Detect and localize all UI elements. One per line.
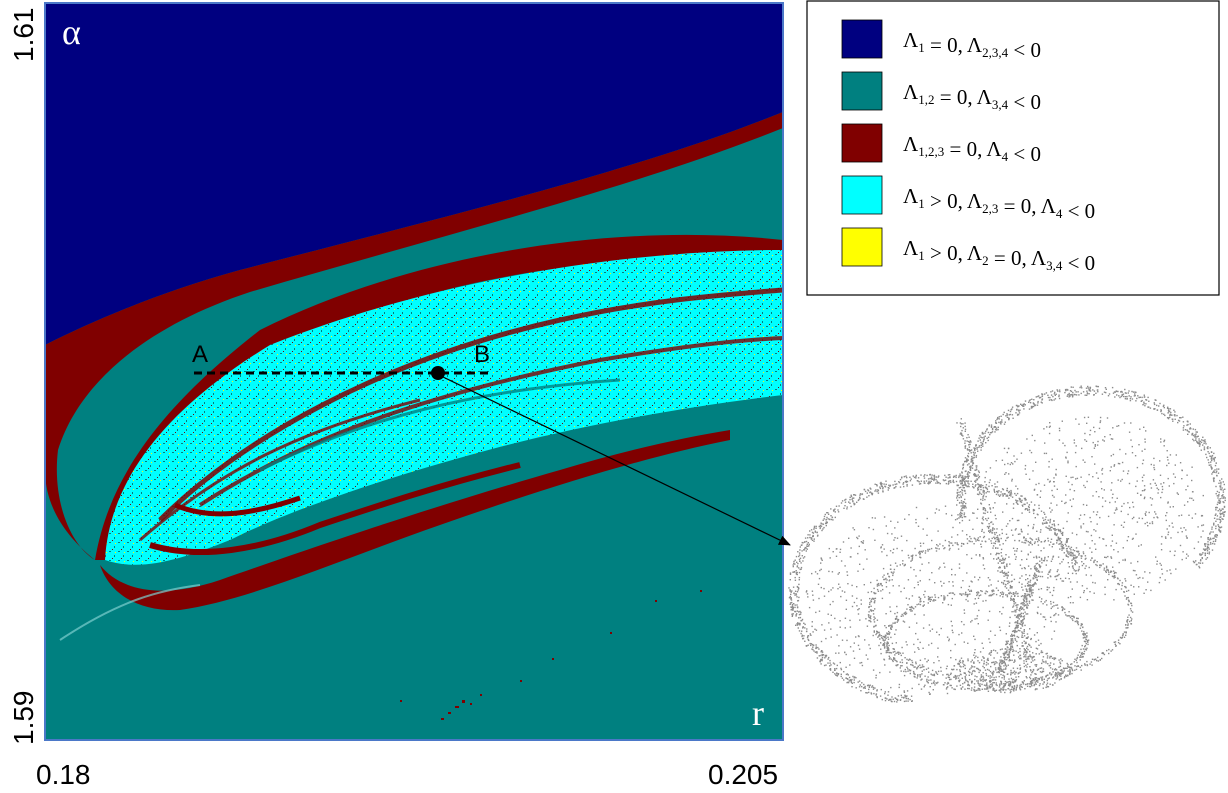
y-axis-symbol: α (62, 12, 81, 52)
x-max-label: 0.205 (708, 759, 778, 790)
point-b-label: B (474, 341, 490, 368)
legend-label-1: Λ1 = 0, Λ2,3,4 < 0 (903, 28, 1041, 62)
point-a-label: A (192, 341, 208, 368)
legend-label-4: Λ1 > 0, Λ2,3 = 0, Λ4 < 0 (903, 184, 1095, 223)
attractor-pointer-arrow (440, 375, 791, 546)
legend-label-2: Λ1,2 = 0, Λ3,4 < 0 (903, 80, 1041, 114)
lower-red-scatter (400, 590, 702, 720)
plot-frame (44, 2, 784, 741)
y-min-label: 1.59 (8, 691, 39, 746)
legend-swatch-1 (841, 19, 883, 59)
lower-dark-red-lobes (100, 430, 730, 611)
legend-swatch-4 (841, 175, 883, 215)
x-min-label: 0.18 (36, 759, 91, 790)
attractor-point-cloud (788, 385, 1226, 703)
legend-label-3: Λ1,2,3 = 0, Λ4 < 0 (903, 132, 1041, 166)
y-max-label: 1.61 (8, 8, 39, 63)
legend-swatch-5 (841, 227, 883, 267)
x-axis-symbol: r (752, 693, 764, 733)
legend-swatch-2 (841, 71, 883, 111)
selected-point-marker (431, 366, 445, 380)
legend: Λ1 = 0, Λ2,3,4 < 0 Λ1,2 = 0, Λ3,4 < 0 Λ1,2… (806, 0, 1220, 296)
legend-swatch-3 (841, 123, 883, 163)
dark-blue-region (45, 3, 783, 345)
legend-label-5: Λ1 > 0, Λ2 = 0, Λ3,4 < 0 (903, 236, 1095, 275)
cyan-chaotic-region (105, 250, 783, 565)
parameter-plane-map (45, 3, 783, 740)
